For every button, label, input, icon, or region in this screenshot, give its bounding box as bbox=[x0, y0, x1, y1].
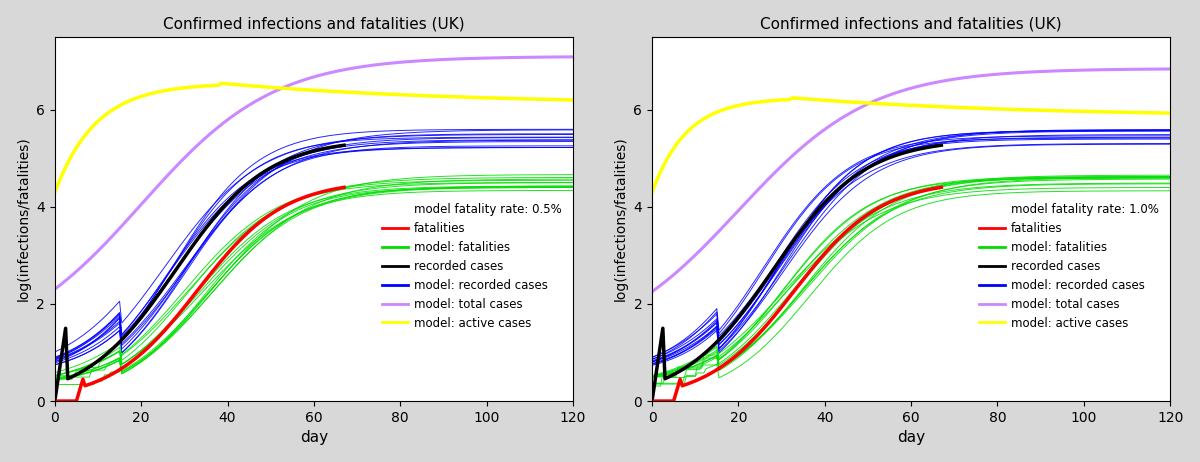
X-axis label: day: day bbox=[300, 430, 328, 445]
Legend: model fatality rate: 1.0%, fatalities, model: fatalities, recorded cases, model:: model fatality rate: 1.0%, fatalities, m… bbox=[979, 203, 1159, 329]
Title: Confirmed infections and fatalities (UK): Confirmed infections and fatalities (UK) bbox=[761, 17, 1062, 32]
Legend: model fatality rate: 0.5%, fatalities, model: fatalities, recorded cases, model:: model fatality rate: 0.5%, fatalities, m… bbox=[383, 203, 562, 329]
X-axis label: day: day bbox=[898, 430, 925, 445]
Y-axis label: log(infections/fatalities): log(infections/fatalities) bbox=[17, 137, 31, 301]
Y-axis label: log(infections/fatalities): log(infections/fatalities) bbox=[614, 137, 628, 301]
Title: Confirmed infections and fatalities (UK): Confirmed infections and fatalities (UK) bbox=[163, 17, 464, 32]
